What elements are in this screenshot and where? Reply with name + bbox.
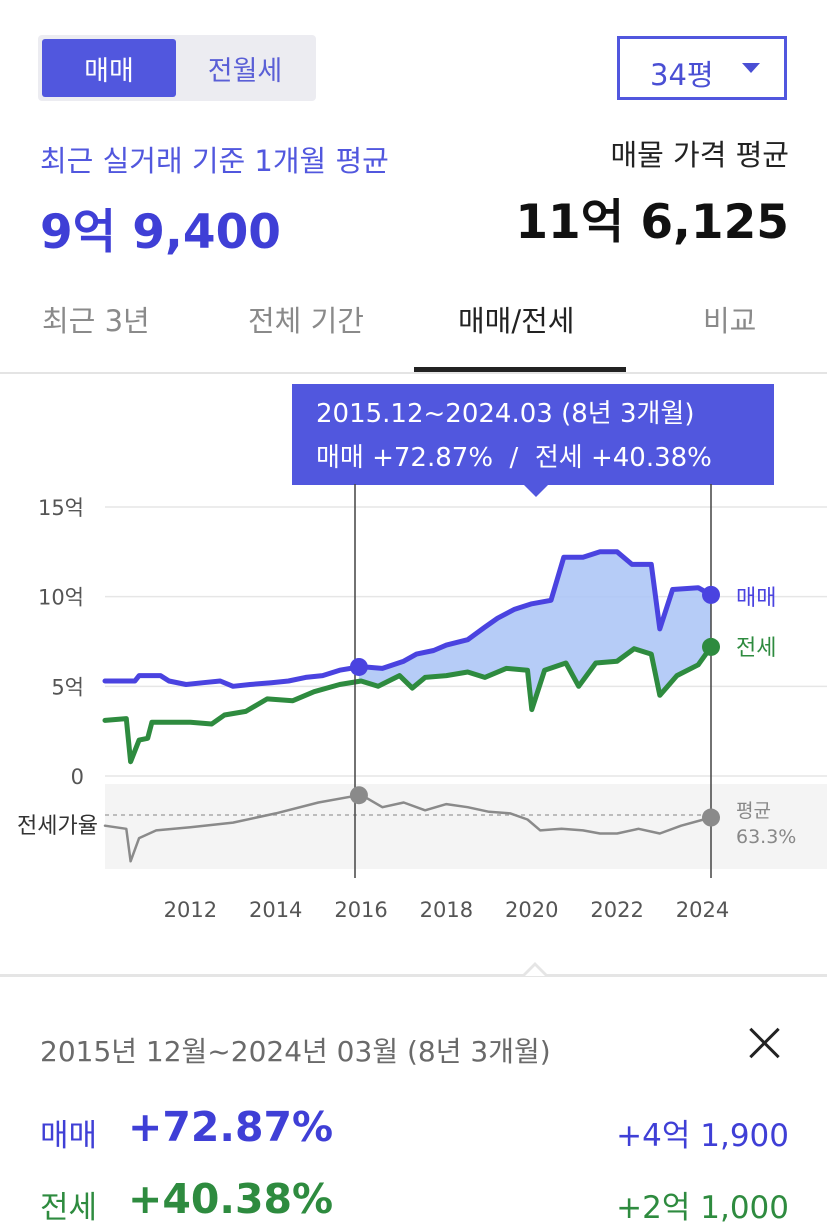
recent-average-value: 9억 9,400: [40, 205, 281, 260]
x-tick-label: 2020: [505, 898, 558, 922]
detail-sale-percent: +72.87%: [128, 1103, 334, 1151]
range-end-rent-marker: [702, 637, 720, 656]
legend-sale-label: 매매: [736, 586, 776, 611]
chart-markers: [349, 585, 720, 827]
chart-grid: [105, 506, 827, 777]
detail-rent-amount: +2억 1,000: [616, 1190, 789, 1226]
chart-series: [102, 549, 714, 863]
toggle-rent-button[interactable]: 전월세: [207, 55, 283, 87]
tab-recent-3y[interactable]: 최근 3년: [42, 304, 150, 338]
detail-period: 2015년 12월~2024년 03월 (8년 3개월): [40, 1035, 551, 1068]
size-dropdown[interactable]: 34평: [617, 36, 787, 100]
tab-sale-rent[interactable]: 매매/전세: [458, 304, 575, 338]
tooltip-arrow: [523, 484, 549, 497]
divider-notch-inner: [525, 966, 545, 976]
tab-compare[interactable]: 비교: [703, 304, 757, 338]
range-start-sale-marker: [349, 657, 368, 676]
period-tabs: 최근 3년 전체 기간 매매/전세 비교: [0, 286, 827, 374]
range-fill-area: [358, 551, 711, 710]
x-tick-label: 2018: [420, 898, 473, 922]
x-tick-label: 2012: [164, 898, 217, 922]
x-tick-label: 2022: [590, 898, 643, 922]
x-tick-label: 2016: [334, 898, 387, 922]
detail-rent-percent: +40.38%: [128, 1175, 334, 1223]
tooltip-period: 2015.12~2024.03 (8년 3개월): [316, 399, 695, 429]
legend-rent-label: 전세: [736, 636, 776, 661]
x-axis-ticks: 2012 2014 2016 2018 2020 2022 2024: [164, 898, 730, 922]
x-tick-label: 2014: [249, 898, 302, 922]
x-tick-label: 2024: [676, 898, 729, 922]
detail-sale-amount: +4억 1,900: [616, 1118, 789, 1154]
section-divider: [0, 974, 827, 977]
recent-average-label: 최근 실거래 기준 1개월 평균: [40, 144, 389, 178]
tooltip-summary: 매매 +72.87% / 전세 +40.38%: [316, 443, 712, 473]
detail-rent-label: 전세: [40, 1190, 98, 1226]
y-tick-label: 5억: [51, 675, 84, 699]
close-icon[interactable]: [748, 1026, 782, 1060]
range-end-sale-marker: [702, 585, 720, 604]
ratio-band: [105, 784, 827, 869]
size-dropdown-value: 34평: [650, 58, 714, 92]
toggle-sale-button[interactable]: 매매: [42, 39, 176, 97]
price-chart[interactable]: 15억 10억 5억 0 2012 2014 2016 2018 2020 2022 2024 전…: [0, 372, 827, 932]
listing-average-label: 매물 가격 평균: [610, 138, 789, 172]
range-end-ratio-marker: [702, 808, 720, 827]
rent-series-line: [102, 644, 714, 765]
y-tick-label: 15억: [38, 496, 84, 520]
ratio-series-line: [103, 793, 713, 863]
tab-all-period[interactable]: 전체 기간: [248, 304, 364, 338]
detail-sale-label: 매매: [40, 1118, 98, 1154]
active-tab-indicator: [414, 367, 626, 372]
range-tooltip: 2015.12~2024.03 (8년 3개월) 매매 +72.87% / 전세…: [292, 384, 774, 485]
range-start-ratio-marker: [349, 786, 368, 805]
listing-average-value: 11억 6,125: [515, 195, 789, 250]
chevron-down-icon: [742, 63, 760, 73]
y-axis-ticks: 15억 10억 5억 0: [38, 496, 84, 789]
y-tick-label: 10억: [38, 586, 84, 610]
ratio-axis-label: 전세가율: [17, 814, 98, 839]
trade-type-toggle: 매매 전월세: [38, 35, 316, 101]
sale-series-line: [102, 549, 714, 689]
ratio-average-value: 63.3%: [736, 826, 796, 848]
y-tick-label: 0: [71, 765, 84, 789]
ratio-average-label: 평균: [736, 800, 771, 822]
